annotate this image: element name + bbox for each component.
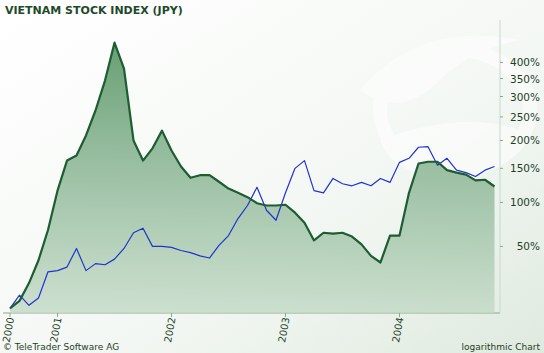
y-tick	[500, 246, 503, 247]
y-tick	[500, 78, 503, 79]
y-tick	[500, 168, 503, 169]
y-tick	[500, 62, 503, 63]
y-tick-label: 250%	[510, 111, 540, 123]
y-tick	[500, 96, 503, 97]
x-tick-label: 2001	[48, 316, 63, 343]
x-tick	[57, 313, 58, 317]
y-tick	[500, 202, 503, 203]
title: VIETNAM STOCK INDEX (JPY)	[5, 4, 183, 17]
x-tick-label: 2002	[162, 316, 177, 343]
y-tick-label: 150%	[510, 162, 540, 174]
y-tick-label: 200%	[510, 134, 540, 146]
x-tick-label: 2004	[390, 316, 405, 343]
area-line	[10, 43, 495, 309]
background	[0, 0, 544, 353]
y-tick-label: 50%	[517, 240, 540, 252]
annotation: © TeleTrader Software AG	[3, 342, 119, 352]
series-line	[10, 147, 495, 309]
x-tick-label: 2000	[1, 316, 16, 343]
y-tick	[500, 116, 503, 117]
plot-area	[10, 43, 495, 313]
x-tick	[399, 313, 400, 317]
chart: 50% 100% 150% 200% 250% 300% 350% 400% 2000 2001 2…	[0, 0, 544, 353]
watermark	[360, 36, 530, 175]
watermark-ring	[380, 50, 530, 170]
y-tick-label: 100%	[510, 196, 540, 208]
annotation: logarithmic Chart	[462, 342, 541, 352]
y-axis-line	[500, 20, 501, 313]
y-tick-label: 400%	[510, 56, 540, 68]
y-tick-label: 350%	[510, 73, 540, 85]
area-fill	[10, 43, 495, 313]
x-tick-label: 2003	[276, 316, 291, 343]
x-tick	[285, 313, 286, 317]
y-tick-label: 300%	[510, 91, 540, 103]
x-tick	[171, 313, 172, 317]
y-tick	[500, 140, 503, 141]
x-tick	[10, 313, 11, 317]
